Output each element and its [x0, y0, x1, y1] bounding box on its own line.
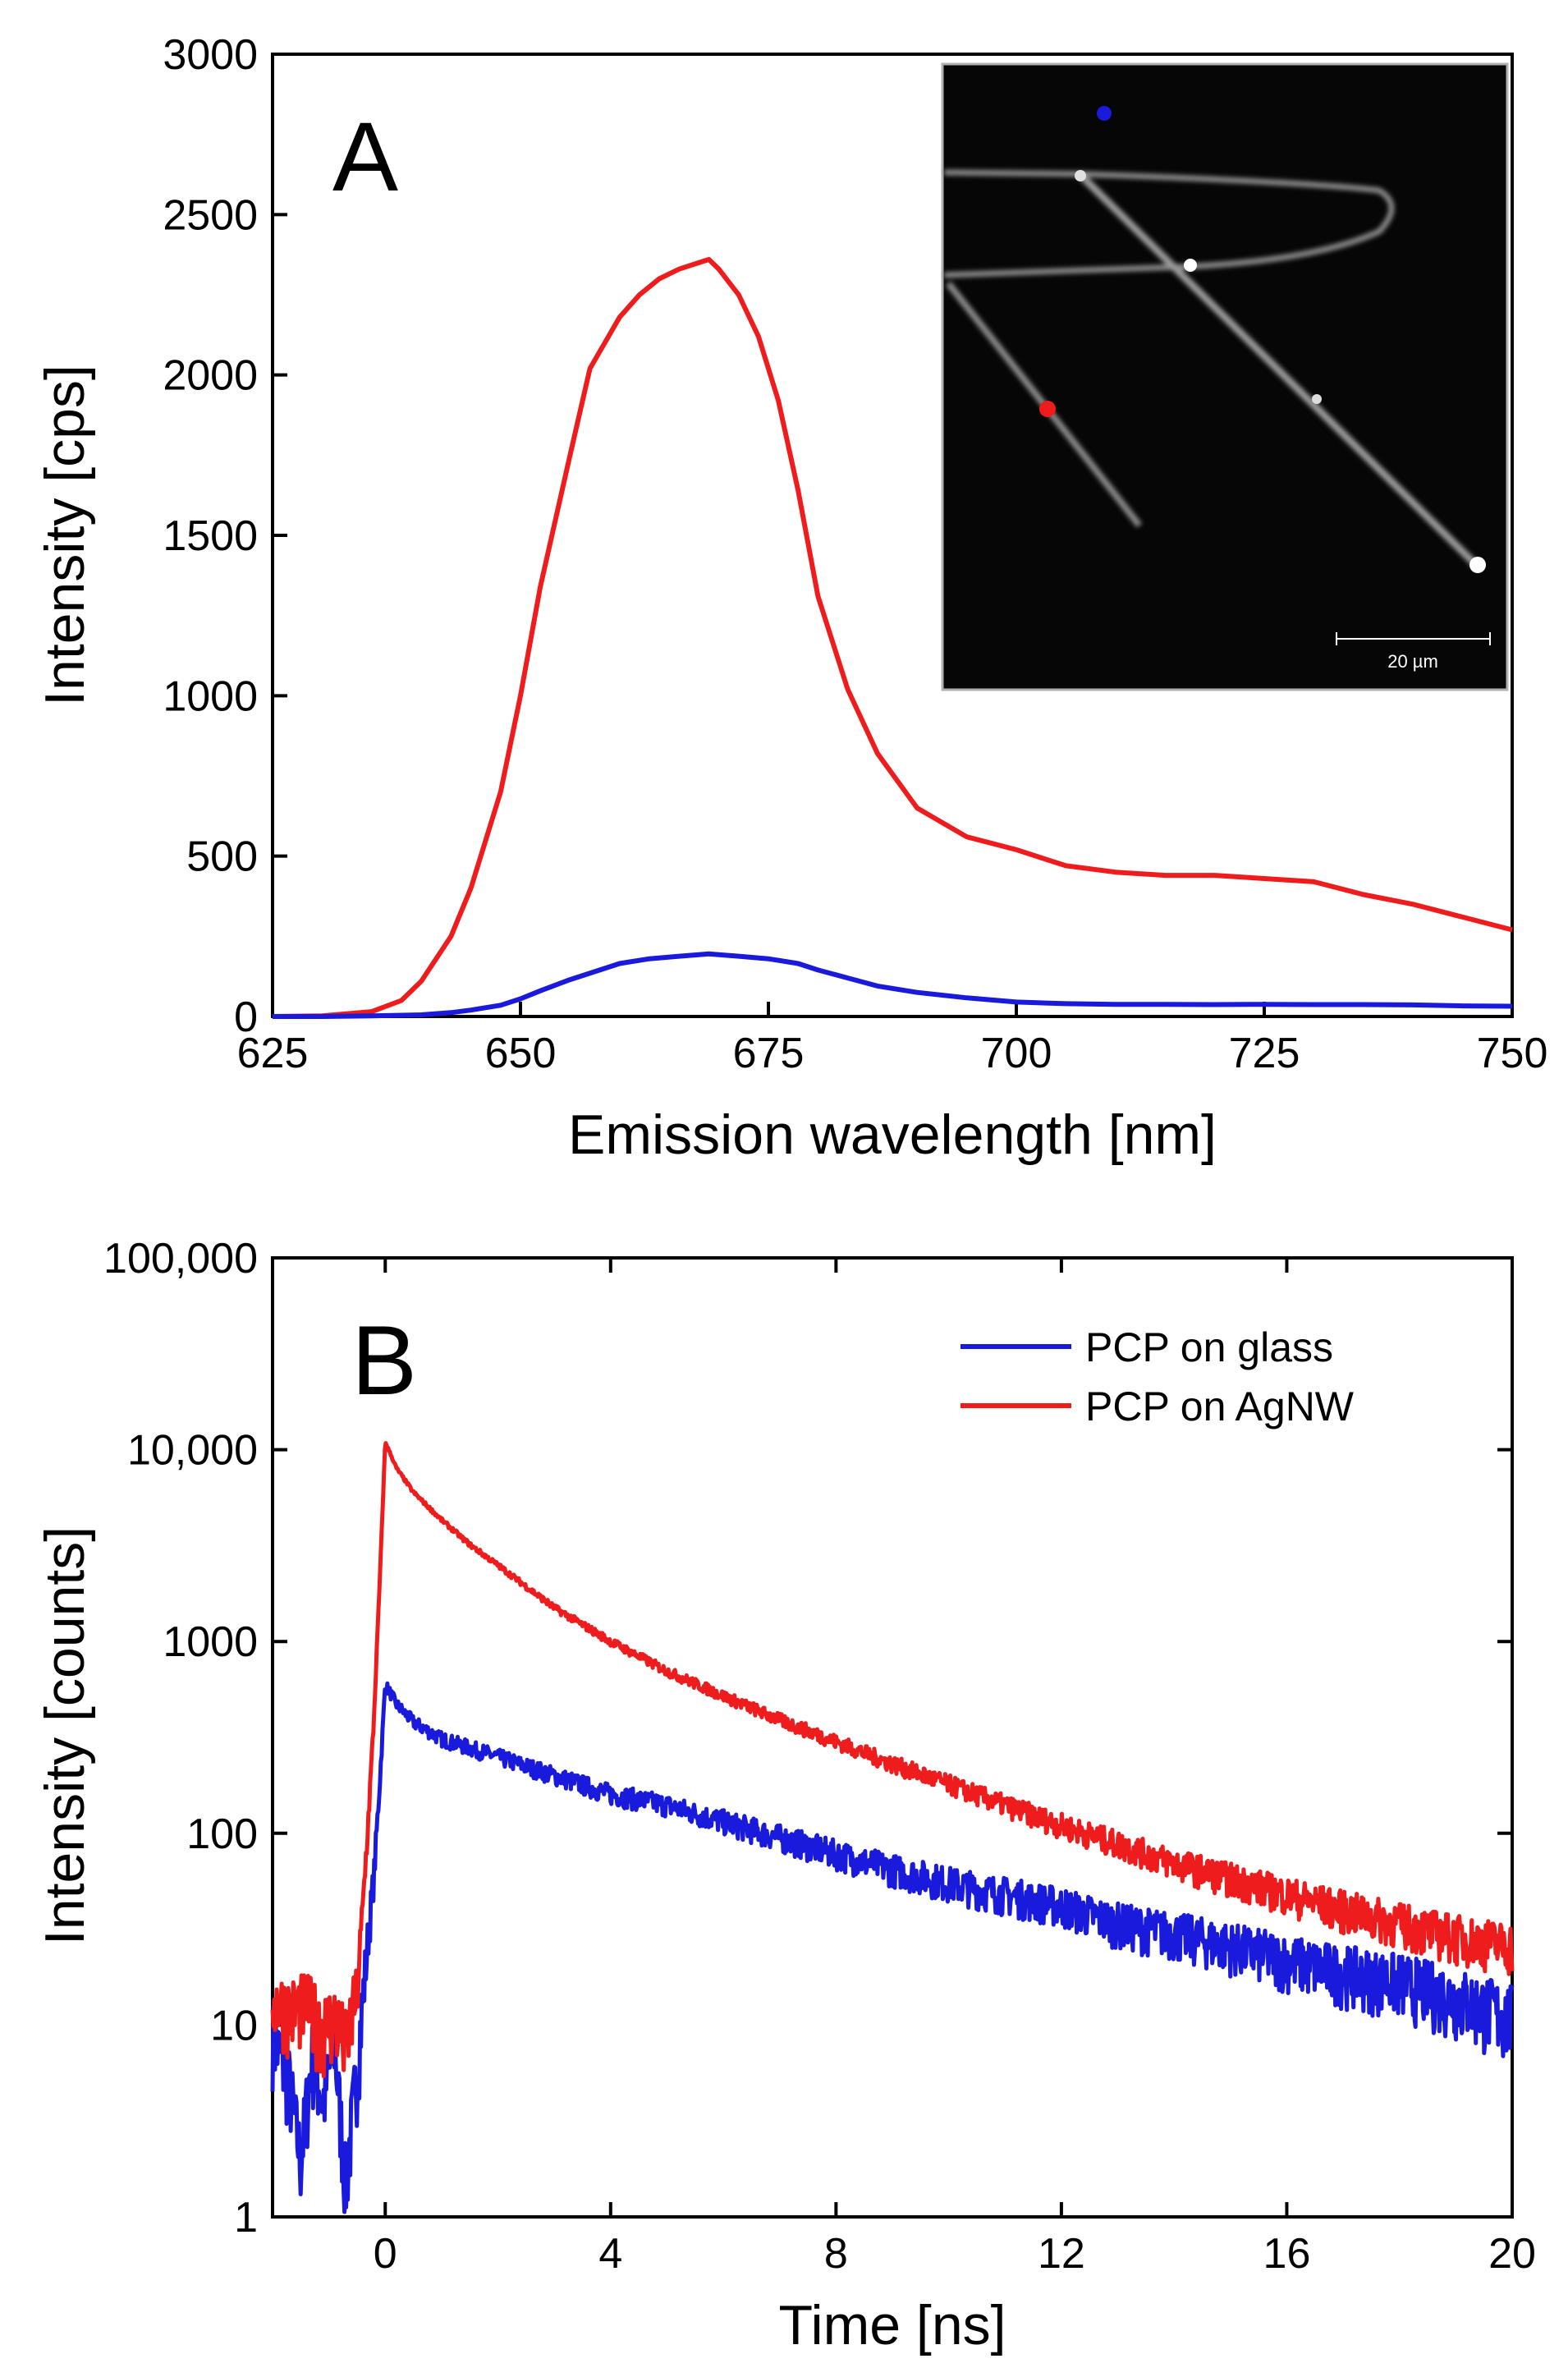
panel-b-y-tick-label: 10,000 — [127, 1427, 258, 1475]
panel-b-x-tick-label: 20 — [1488, 2230, 1536, 2278]
panel-b-legend: PCP on glass PCP on AgNW — [961, 1324, 1355, 1429]
panel-a-series-glass — [273, 951, 1513, 1019]
panel-b-x-tick-label: 8 — [824, 2230, 848, 2278]
panel-b: 0 4 8 12 16 20 1 10 100 1000 10,000 100,000 B Time … — [34, 1235, 1536, 2356]
panel-a-y-tick-label: 500 — [186, 833, 258, 881]
panel-a-y-tick-label: 1500 — [163, 512, 258, 560]
panel-b-x-tick-label: 12 — [1038, 2230, 1085, 2278]
panel-a-x-tick-label: 750 — [1477, 1030, 1548, 1077]
legend-label-glass: PCP on glass — [1085, 1324, 1333, 1370]
panel-a-y-tick-label: 2500 — [163, 191, 258, 239]
inset-red-marker — [1039, 401, 1056, 417]
panel-b-x-tick-label: 4 — [598, 2230, 622, 2278]
panel-b-plot-frame — [271, 1256, 1514, 2219]
panel-a-series — [272, 257, 1513, 1019]
panel-a: 625 650 675 700 725 750 0 500 1000 1500 2000 2500 30… — [34, 31, 1547, 1166]
panel-a-series-agnw — [272, 257, 1513, 1019]
panel-a-y-axis-label: Intensity [cps] — [34, 365, 96, 706]
panel-a-x-tick-label: 725 — [1229, 1030, 1300, 1077]
panel-a-y-tick-label: 0 — [234, 993, 258, 1041]
panel-a-y-tick-label: 1000 — [163, 672, 258, 720]
panel-b-series-agnw — [270, 1441, 1515, 2079]
panel-b-series — [270, 1441, 1515, 2214]
panel-b-letter: B — [351, 1306, 417, 1416]
panel-a-x-tick-label: 675 — [733, 1030, 805, 1077]
panel-a-x-tick-label: 700 — [981, 1030, 1052, 1077]
panel-b-ticks: 0 4 8 12 16 20 1 10 100 1000 10,000 100,000 — [103, 1235, 1536, 2278]
panel-a-x-tick-label: 650 — [485, 1030, 557, 1077]
panel-a-y-tick-label: 3000 — [163, 31, 258, 79]
panel-b-y-tick-label: 1 — [234, 2194, 258, 2242]
inset-blue-marker — [1097, 106, 1112, 121]
panel-b-y-tick-label: 100,000 — [103, 1235, 258, 1283]
panel-b-series-glass — [270, 1681, 1515, 2214]
panel-a-ticks: 625 650 675 700 725 750 0 500 1000 1500 2000 2500 30… — [163, 31, 1547, 1077]
inset-microscope-image: 20 µm — [941, 62, 1509, 691]
panel-b-y-tick-label: 10 — [210, 2002, 258, 2049]
nanowire-loop — [943, 169, 1395, 278]
inset-bright-spot — [1312, 394, 1322, 404]
panel-a-x-tick-label: 625 — [237, 1030, 309, 1077]
panel-b-y-tick-label: 100 — [186, 1810, 258, 1858]
inset-background — [941, 62, 1509, 691]
panel-b-y-tick-label: 1000 — [163, 1618, 258, 1666]
inset-bright-spot — [1075, 170, 1086, 181]
panel-b-x-axis-label: Time [ns] — [778, 2294, 1006, 2356]
panel-b-y-axis-label: Intensity [counts] — [34, 1526, 96, 1945]
inset-bright-spot — [1184, 259, 1197, 272]
panel-a-x-axis-label: Emission wavelength [nm] — [568, 1104, 1217, 1166]
legend-label-agnw: PCP on AgNW — [1085, 1384, 1355, 1429]
panel-b-x-tick-label: 0 — [374, 2230, 397, 2278]
inset-bright-spot — [1469, 557, 1486, 573]
panel-a-letter: A — [332, 102, 398, 212]
scale-bar-label: 20 µm — [1387, 651, 1438, 672]
inset-scale-bar: 20 µm — [1336, 632, 1491, 672]
panel-b-x-tick-label: 16 — [1263, 2230, 1311, 2278]
panel-a-y-tick-label: 2000 — [163, 352, 258, 400]
nanowire-long — [1076, 171, 1481, 570]
